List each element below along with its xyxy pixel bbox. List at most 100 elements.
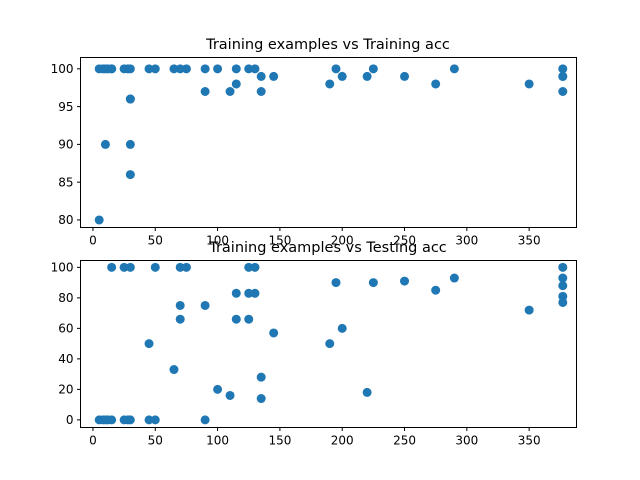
testing-acc-y-tick-label: 0 <box>66 413 74 427</box>
training-acc-point <box>125 139 135 149</box>
testing-acc-points <box>94 262 568 425</box>
training-acc-point <box>362 71 372 81</box>
training-acc-point <box>256 71 266 81</box>
testing-acc-point <box>558 297 568 307</box>
training-acc-point <box>200 64 210 74</box>
testing-acc-x-tick-label: 50 <box>148 434 163 448</box>
testing-acc-point <box>144 339 154 349</box>
testing-acc-point <box>200 415 210 425</box>
testing-acc-point <box>250 262 260 272</box>
testing-acc-y-tick-label: 100 <box>51 261 74 275</box>
testing-acc-y-axis: 0 20 40 60 80 100 <box>51 261 81 427</box>
training-acc-point <box>256 87 266 96</box>
training-acc-y-tick-label: 90 <box>58 138 73 152</box>
testing-acc-point <box>250 288 260 298</box>
training-acc-x-tick-label: 350 <box>518 234 541 248</box>
training-acc-x-tick-label: 200 <box>331 234 354 248</box>
training-acc-point <box>337 71 347 81</box>
testing-acc-point <box>325 339 335 349</box>
testing-acc-point <box>449 273 459 283</box>
training-acc-point <box>325 79 335 89</box>
testing-acc-y-tick-label: 20 <box>58 383 73 397</box>
training-acc-x-tick-label: 50 <box>148 234 163 248</box>
training-acc-point <box>213 64 223 74</box>
training-acc-y-tick-label: 80 <box>58 213 73 227</box>
testing-acc-point <box>175 314 185 324</box>
training-acc-point <box>94 215 104 225</box>
training-acc-x-tick-label: 300 <box>455 234 478 248</box>
testing-acc-point <box>144 415 154 425</box>
testing-acc-y-tick-label: 40 <box>58 352 73 366</box>
training-acc-point <box>125 64 135 74</box>
testing-acc-point <box>400 276 410 286</box>
training-acc-point <box>107 64 117 74</box>
testing-acc-x-tick-label: 0 <box>89 434 97 448</box>
training-acc-point <box>244 64 254 74</box>
testing-acc-x-tick-label: 150 <box>268 434 291 448</box>
training-acc-point <box>150 64 160 74</box>
testing-acc-point <box>331 278 341 288</box>
training-acc-y-tick-label: 100 <box>51 62 74 76</box>
training-acc-y-tick-label: 95 <box>58 100 73 114</box>
training-acc-points <box>94 64 568 225</box>
testing-acc-point <box>558 281 568 291</box>
training-acc-point <box>431 79 441 89</box>
training-acc-point <box>225 87 235 96</box>
training-acc-point <box>269 71 279 81</box>
testing-acc-point <box>256 372 266 382</box>
testing-acc-point <box>244 314 254 324</box>
testing-acc-point <box>175 262 185 272</box>
testing-acc-point <box>125 262 135 272</box>
training-acc-point <box>200 87 210 96</box>
training-acc-subplot: Training examples vs Training acc 0 50 100… <box>51 37 577 248</box>
testing-acc-point <box>368 278 378 288</box>
training-acc-x-tick-label: 250 <box>393 234 416 248</box>
testing-acc-point <box>244 262 254 272</box>
training-acc-point <box>100 139 110 149</box>
training-acc-point <box>169 64 179 74</box>
testing-acc-point <box>524 305 534 315</box>
training-acc-point <box>331 64 341 74</box>
testing-acc-point <box>107 262 117 272</box>
training-acc-point <box>144 64 154 74</box>
testing-acc-point <box>558 262 568 272</box>
testing-acc-point <box>150 415 160 425</box>
training-acc-y-tick-label: 85 <box>58 175 73 189</box>
training-acc-axes-frame <box>80 57 577 228</box>
testing-acc-y-tick-label: 60 <box>58 322 73 336</box>
testing-acc-point <box>431 285 441 295</box>
training-acc-point <box>524 79 534 89</box>
testing-acc-point <box>213 384 223 394</box>
training-acc-point <box>175 64 185 74</box>
testing-acc-point <box>125 415 135 425</box>
training-acc-point <box>231 79 241 89</box>
testing-acc-point <box>244 288 254 298</box>
testing-acc-x-axis: 0 50 100 150 200 250 300 350 <box>89 427 541 448</box>
testing-acc-x-tick-label: 200 <box>331 434 354 448</box>
testing-acc-point <box>225 390 235 400</box>
training-acc-x-tick-label: 0 <box>89 234 97 248</box>
training-acc-point <box>558 87 568 96</box>
testing-acc-y-tick-label: 80 <box>58 291 73 305</box>
testing-acc-point <box>150 262 160 272</box>
testing-acc-point <box>200 300 210 310</box>
testing-acc-point <box>169 365 179 375</box>
training-acc-x-tick-label: 150 <box>268 234 291 248</box>
testing-acc-x-tick-label: 100 <box>206 434 229 448</box>
testing-acc-title: Training examples vs Testing acc <box>208 240 447 256</box>
testing-acc-x-tick-label: 300 <box>455 434 478 448</box>
testing-acc-x-tick-label: 350 <box>518 434 541 448</box>
testing-acc-subplot: Training examples vs Testing acc 0 50 100 1… <box>51 240 577 448</box>
training-acc-point <box>558 64 568 74</box>
training-acc-point <box>449 64 459 74</box>
testing-acc-point <box>181 262 191 272</box>
testing-acc-axes-frame <box>80 260 577 428</box>
training-acc-title: Training examples vs Training acc <box>205 37 450 53</box>
training-acc-point <box>250 64 260 74</box>
testing-acc-point <box>175 300 185 310</box>
testing-acc-point <box>256 394 266 404</box>
training-acc-point <box>400 71 410 81</box>
training-acc-point <box>125 170 135 180</box>
testing-acc-point <box>231 288 241 298</box>
